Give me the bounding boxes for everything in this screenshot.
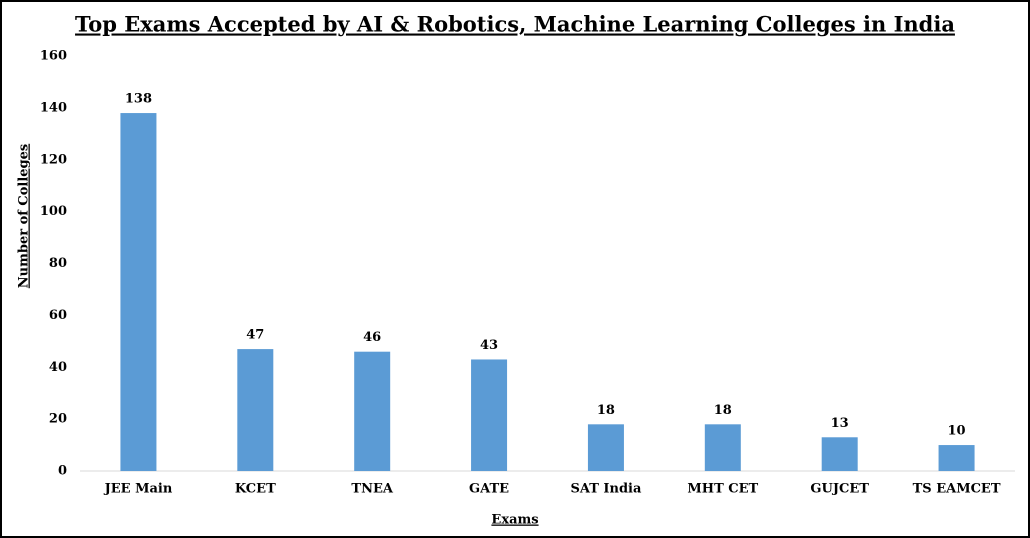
data-label: 43 [480,338,498,353]
y-tick-label: 160 [40,49,67,64]
bar [354,351,391,471]
x-axis-title: Exams [491,513,538,528]
y-axis-title: Number of Colleges [17,144,32,288]
x-tick-label: TNEA [351,482,393,497]
bar [938,445,975,471]
y-tick-label: 60 [49,308,67,323]
y-tick-label: 140 [40,100,67,115]
x-tick-label: SAT India [570,482,642,497]
x-tick-label: GATE [469,482,509,497]
bar [471,359,508,471]
y-tick-label: 100 [40,204,67,219]
y-tick-label: 120 [40,152,67,167]
bar [704,424,741,471]
data-label: 46 [363,330,381,345]
data-label: 10 [948,424,966,439]
x-tick-label: KCET [235,482,276,497]
bar [821,437,858,471]
data-label: 18 [597,403,615,418]
x-tick-label: JEE Main [104,482,173,497]
bar [120,113,157,471]
y-tick-label: 20 [49,412,67,427]
data-label: 18 [714,403,732,418]
y-tick-label: 80 [49,256,67,271]
bar [237,349,274,471]
data-label: 138 [125,92,152,107]
x-tick-label: GUJCET [810,482,869,497]
y-tick-label: 0 [58,464,67,479]
x-tick-label: MHT CET [687,482,758,497]
chart-title: Top Exams Accepted by AI & Robotics, Mac… [75,12,955,37]
data-label: 13 [831,416,849,431]
x-tick-label: TS EAMCET [913,482,1001,497]
y-tick-label: 40 [49,360,67,375]
bar [587,424,624,471]
data-label: 47 [246,328,264,343]
